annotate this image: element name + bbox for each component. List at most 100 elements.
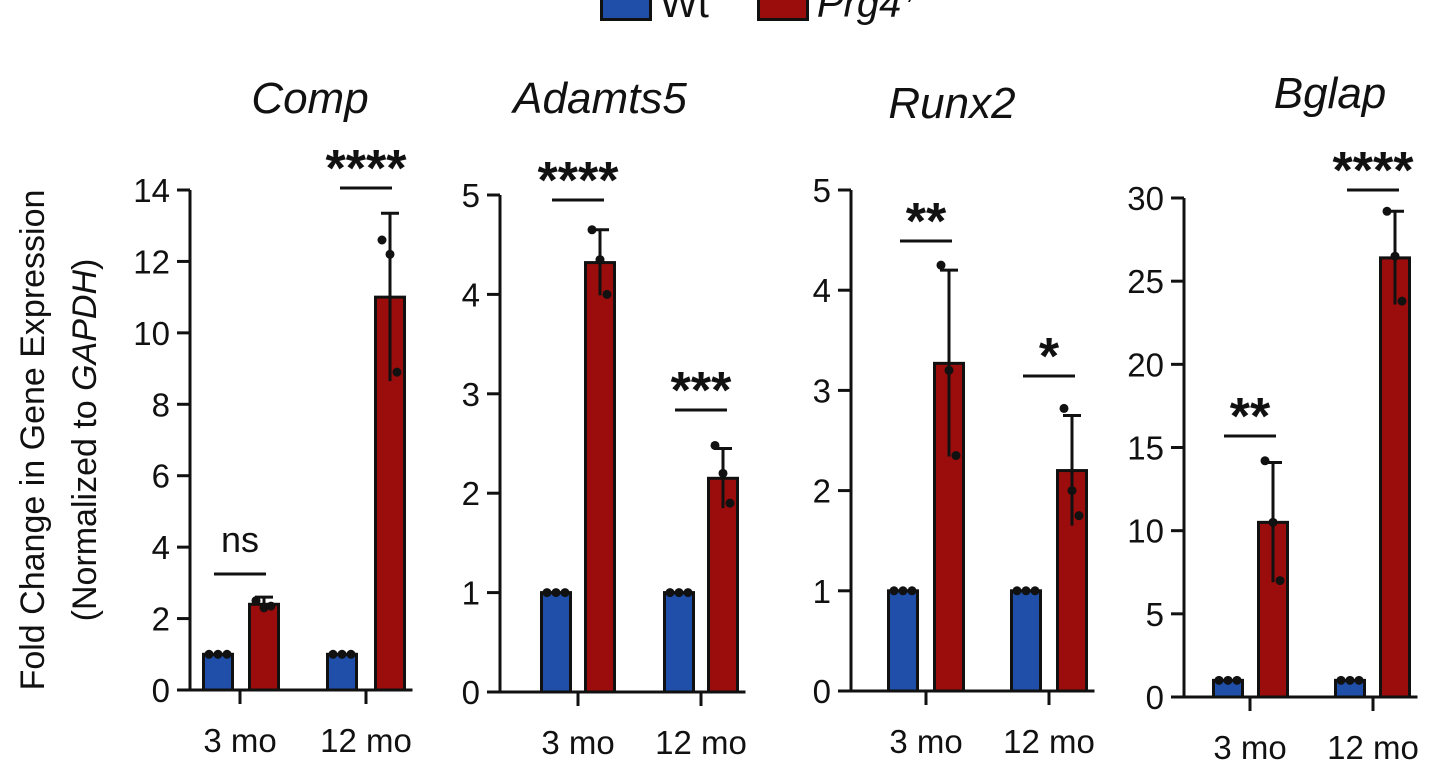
legend-item-wt: Wt	[600, 0, 709, 27]
y-axis-label-line2-prefix: (Normalized to	[66, 391, 104, 622]
x-tick-label: 12 mo	[320, 722, 412, 759]
y-tick-label: 0	[1146, 679, 1164, 716]
data-point	[725, 498, 735, 508]
data-point	[936, 260, 946, 270]
x-tick-label: 3 mo	[541, 724, 614, 761]
data-point	[204, 649, 214, 659]
y-tick-label: 4	[813, 272, 831, 309]
y-axis-label-line2: (Normalized to GAPDH)	[66, 259, 104, 622]
data-point	[602, 289, 612, 299]
data-point	[1021, 586, 1031, 596]
legend-swatch-mut	[756, 0, 809, 21]
data-point	[1345, 675, 1355, 685]
chart-title: Adamts5	[510, 74, 687, 123]
legend-label-mut: Prg4-/-	[817, 0, 924, 27]
y-tick-label: 8	[152, 386, 170, 423]
data-point	[1074, 511, 1084, 521]
data-point	[710, 440, 720, 450]
bar-wt-0	[887, 589, 919, 693]
y-tick-label: 15	[1127, 430, 1164, 467]
data-point	[1268, 517, 1278, 527]
y-tick-label: 14	[133, 172, 170, 209]
bar-wt-0	[202, 652, 234, 692]
data-point	[1275, 576, 1285, 586]
y-tick-label: 5	[813, 172, 831, 209]
data-point	[1336, 675, 1346, 685]
data-point	[1260, 456, 1270, 466]
data-point	[665, 588, 675, 598]
data-point	[377, 235, 387, 245]
y-tick-label: 3	[813, 372, 831, 409]
data-point	[1067, 486, 1077, 496]
bar-prg4-1	[707, 476, 739, 694]
y-tick-label: 20	[1127, 346, 1164, 383]
y-tick-label: 1	[813, 573, 831, 610]
data-point	[944, 365, 954, 375]
legend: Wt Prg4-/-	[600, 0, 924, 26]
y-tick-label: 0	[152, 672, 170, 709]
significance-label: ****	[326, 140, 408, 198]
y-tick-label: 0	[462, 674, 480, 711]
x-tick-label: 3 mo	[203, 722, 276, 759]
y-axis-label-line1: Fold Change in Gene Expression	[14, 190, 52, 691]
y-tick-label: 5	[1146, 596, 1164, 633]
chart-title: Runx2	[888, 79, 1015, 128]
data-point	[1223, 675, 1233, 685]
significance-label: **	[1230, 388, 1271, 446]
legend-item-mut: Prg4-/-	[756, 0, 924, 27]
y-tick-label: 0	[813, 673, 831, 710]
data-point	[898, 586, 908, 596]
data-point	[1012, 586, 1022, 596]
y-tick-label: 2	[152, 601, 170, 638]
x-tick-label: 12 mo	[1003, 723, 1095, 760]
legend-label-mut-sup: -/-	[901, 0, 924, 8]
data-point	[1390, 251, 1400, 261]
significance-label: **	[906, 193, 947, 251]
data-point	[1354, 675, 1364, 685]
y-tick-label: 2	[462, 475, 480, 512]
x-tick-label: 3 mo	[1213, 729, 1286, 766]
data-point	[385, 249, 395, 259]
data-point	[346, 649, 356, 659]
y-tick-label: 4	[462, 276, 480, 313]
y-axis-label-line2-gene: GAPDH	[66, 270, 104, 391]
legend-swatch-wt	[600, 0, 652, 21]
y-tick-label: 25	[1127, 263, 1164, 300]
bar-wt-1	[663, 591, 695, 694]
data-point	[1030, 586, 1040, 596]
bar-prg4-0	[248, 602, 280, 692]
data-point	[683, 588, 693, 598]
bar-prg4-1	[1379, 256, 1411, 699]
chart-title: Comp	[251, 74, 368, 123]
data-point	[718, 468, 728, 478]
data-point	[951, 451, 961, 461]
data-point	[1214, 675, 1224, 685]
y-tick-label: 6	[152, 458, 170, 495]
data-point	[907, 586, 917, 596]
y-tick-label: 12	[133, 243, 170, 280]
bar-wt-1	[326, 652, 358, 692]
x-tick-label: 12 mo	[1327, 729, 1419, 766]
y-tick-label: 10	[133, 315, 170, 352]
y-tick-label: 10	[1127, 513, 1164, 550]
data-point	[259, 603, 269, 613]
data-point	[587, 225, 597, 235]
data-point	[1232, 675, 1242, 685]
data-point	[337, 649, 347, 659]
data-point	[595, 255, 605, 265]
legend-label-wt: Wt	[660, 0, 709, 26]
data-point	[674, 588, 684, 598]
data-point	[1382, 206, 1392, 216]
significance-label: *	[1039, 328, 1060, 386]
data-point	[542, 588, 552, 598]
data-point	[222, 649, 232, 659]
significance-label: ****	[538, 152, 620, 210]
data-point	[551, 588, 561, 598]
y-tick-label: 5	[462, 177, 480, 214]
data-point	[392, 367, 402, 377]
data-point	[1397, 296, 1407, 306]
chart-title: Bglap	[1274, 69, 1387, 118]
